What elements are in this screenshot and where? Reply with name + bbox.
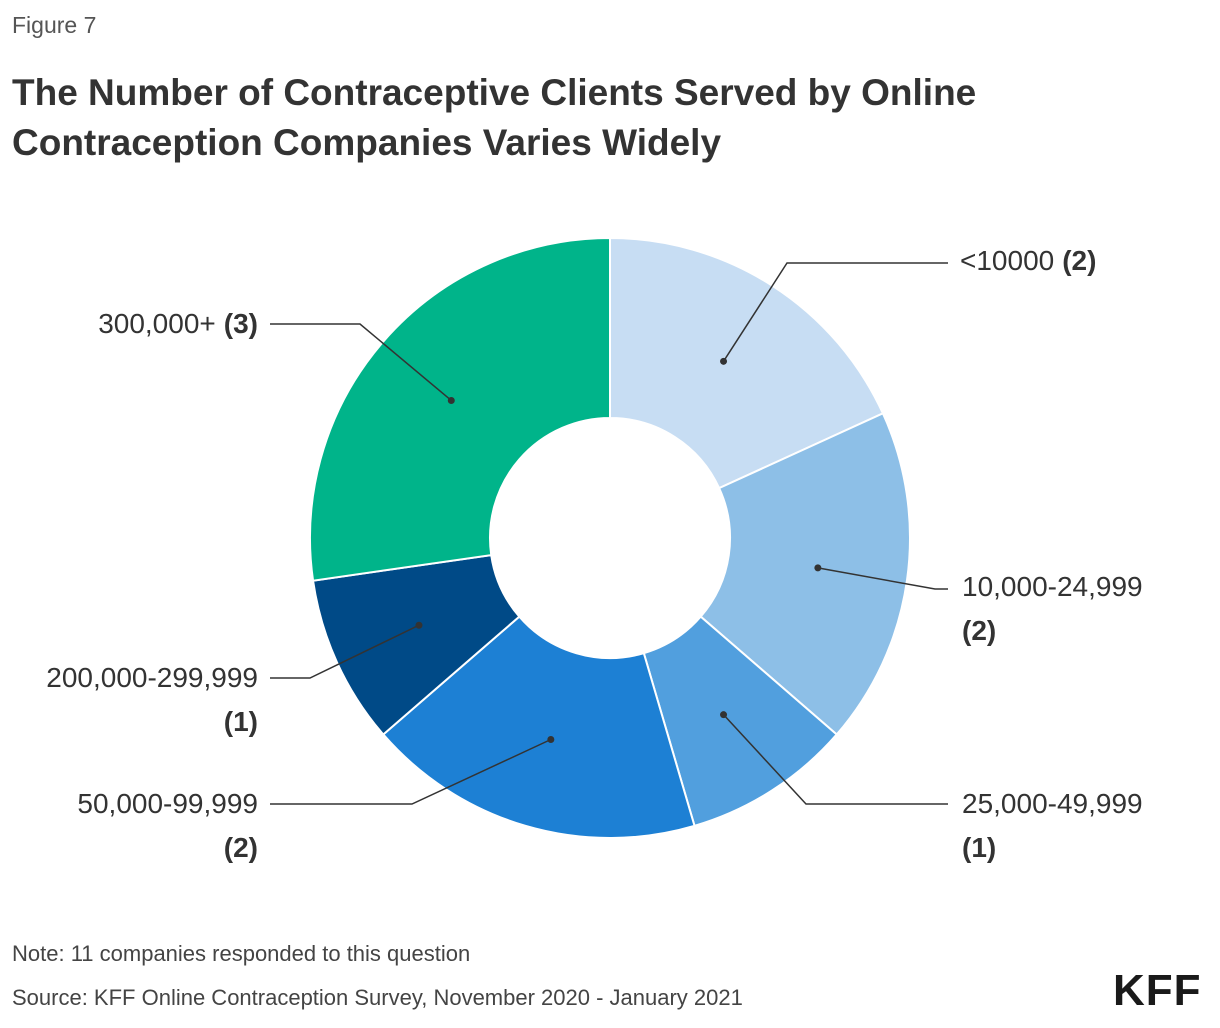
leader-lines xyxy=(270,262,948,805)
slice-label-name: 200,000-299,999 xyxy=(46,662,258,693)
slice-labels: <10000 (2) 10,000-24,999 (2) 25,000-49,999 (1… xyxy=(46,245,1142,863)
donut-slices xyxy=(309,236,912,839)
slice-6-300-000 xyxy=(309,236,611,582)
leader-dot-4 xyxy=(547,735,555,743)
slice-label-count: (1) xyxy=(962,832,996,863)
slice-label-3: 25,000-49,999 (1) xyxy=(962,788,1143,863)
slice-label-1: <10000 (2) xyxy=(960,245,1096,276)
slice-label-name: 25,000-49,999 xyxy=(962,788,1143,819)
slice-label-count: (2) xyxy=(1062,245,1096,276)
leader-line-5 xyxy=(270,624,420,679)
slice-label-count: (2) xyxy=(224,832,258,863)
slice-label-count: (2) xyxy=(962,615,996,646)
leader-line-4 xyxy=(270,738,552,805)
slice-label-5: 200,000-299,999 (1) xyxy=(46,662,258,737)
chart-source: Source: KFF Online Contraception Survey,… xyxy=(12,985,743,1010)
slice-label-name: 50,000-99,999 xyxy=(77,788,258,819)
kff-logo: KFF xyxy=(1113,966,1202,1015)
figure-label: Figure 7 xyxy=(12,12,97,38)
slice-label-count: (3) xyxy=(224,308,258,339)
slice-label-2: 10,000-24,999 (2) xyxy=(962,571,1143,646)
slice-label-name: 300,000+ xyxy=(98,308,216,339)
leader-dot-2 xyxy=(814,564,822,572)
slice-2-10-000-24-999 xyxy=(699,412,912,736)
slice-label-6: 300,000+ (3) xyxy=(98,308,258,339)
slice-4-50-000-99-999 xyxy=(381,615,696,839)
slice-label-name: 10,000-24,999 xyxy=(962,571,1143,602)
chart-note: Note: 11 companies responded to this que… xyxy=(12,941,471,966)
leader-dot-5 xyxy=(415,621,423,629)
leader-dot-3 xyxy=(720,711,728,719)
leader-dot-1 xyxy=(720,357,728,365)
slice-1-10000 xyxy=(609,236,885,490)
leader-dot-6 xyxy=(447,396,455,404)
slice-label-name: <10000 xyxy=(960,245,1054,276)
leader-line-3 xyxy=(722,714,948,805)
slice-label-count: (1) xyxy=(224,706,258,737)
chart-title: The Number of Contraceptive Clients Serv… xyxy=(12,72,977,163)
leader-line-6 xyxy=(270,323,452,402)
leader-line-2 xyxy=(817,567,948,590)
slice-label-4: 50,000-99,999 (2) xyxy=(77,788,258,863)
leader-line-1 xyxy=(722,262,948,362)
